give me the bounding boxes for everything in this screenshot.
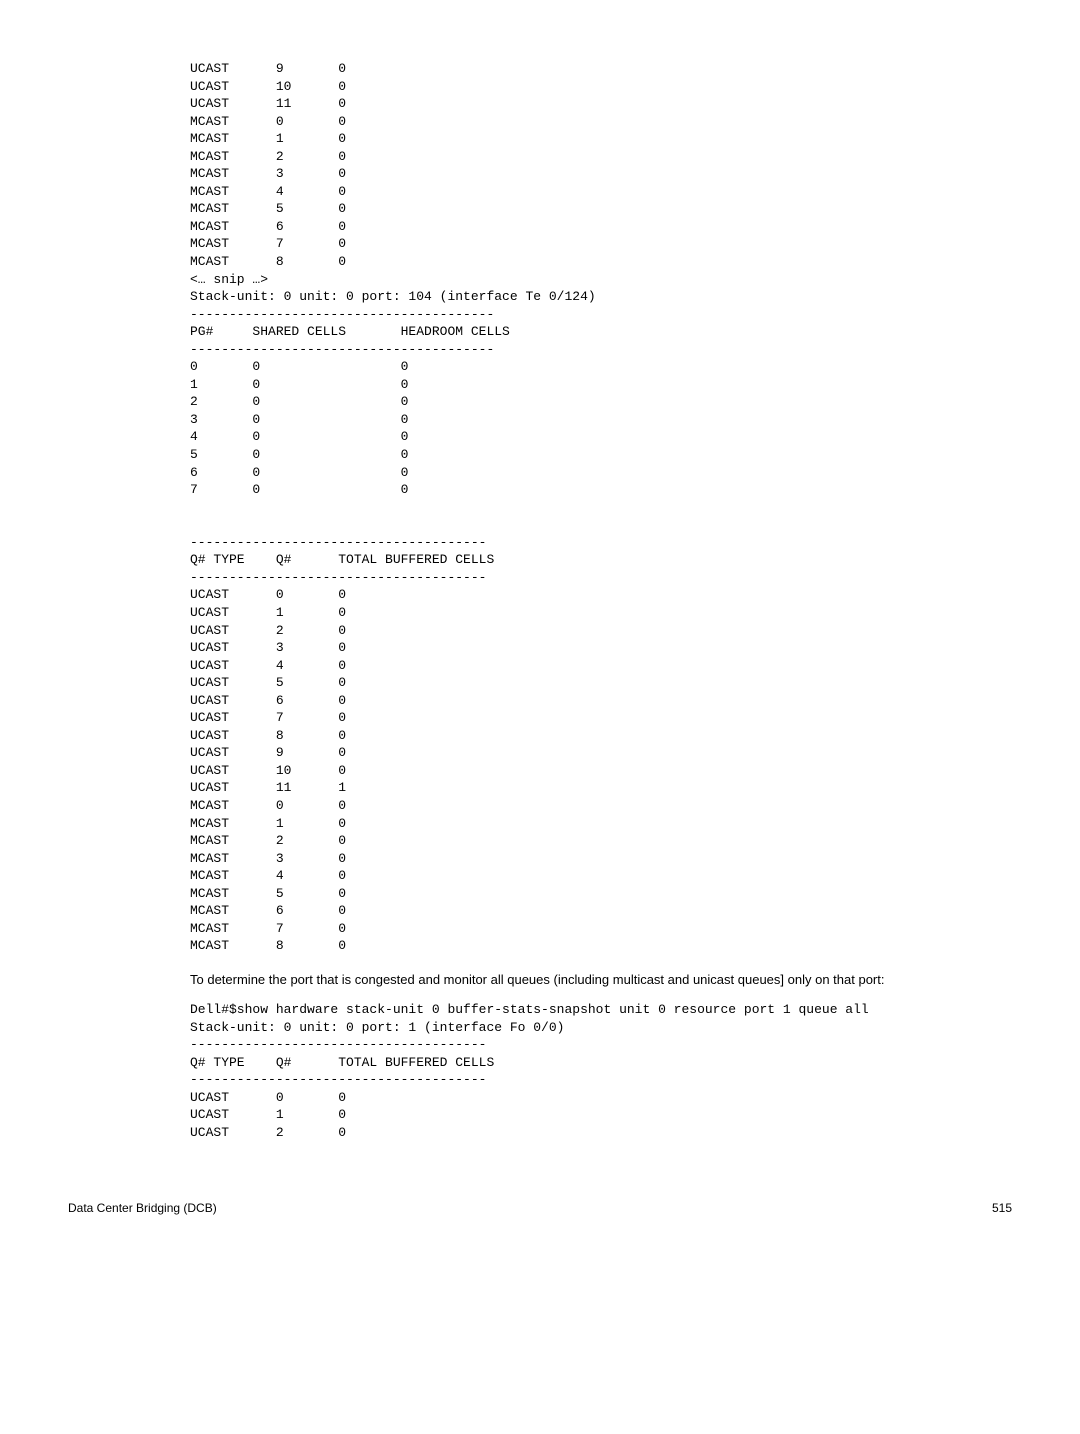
footer-left: Data Center Bridging (DCB) (68, 1201, 217, 1215)
page-footer: Data Center Bridging (DCB) 515 (60, 1201, 1020, 1215)
footer-right: 515 (992, 1201, 1012, 1215)
paragraph-note: To determine the port that is congested … (190, 971, 1020, 989)
code-section-1: UCAST 9 0 UCAST 10 0 UCAST 11 0 MCAST 0 … (190, 60, 1020, 955)
code-section-2: Dell#$show hardware stack-unit 0 buffer-… (190, 1001, 1020, 1141)
